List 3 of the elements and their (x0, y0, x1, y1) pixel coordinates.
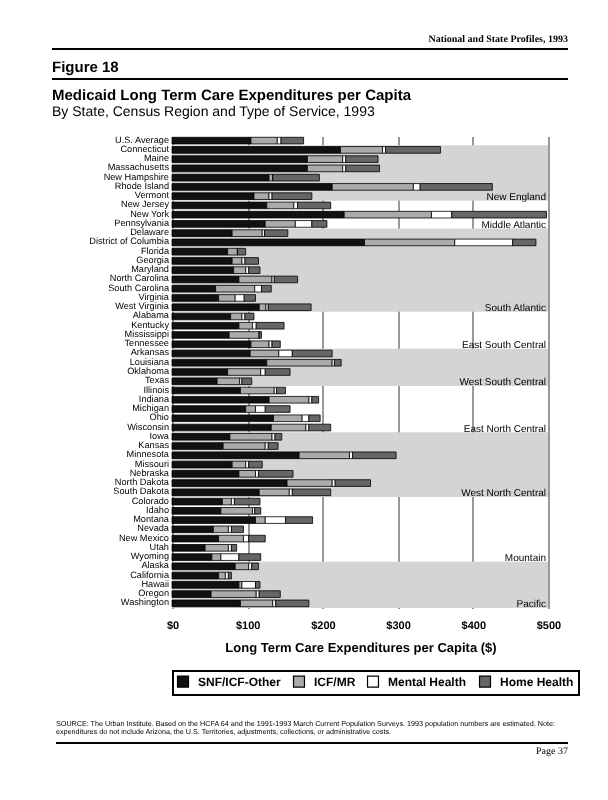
bar (248, 534, 266, 543)
bar (267, 303, 312, 311)
bar (419, 183, 493, 191)
